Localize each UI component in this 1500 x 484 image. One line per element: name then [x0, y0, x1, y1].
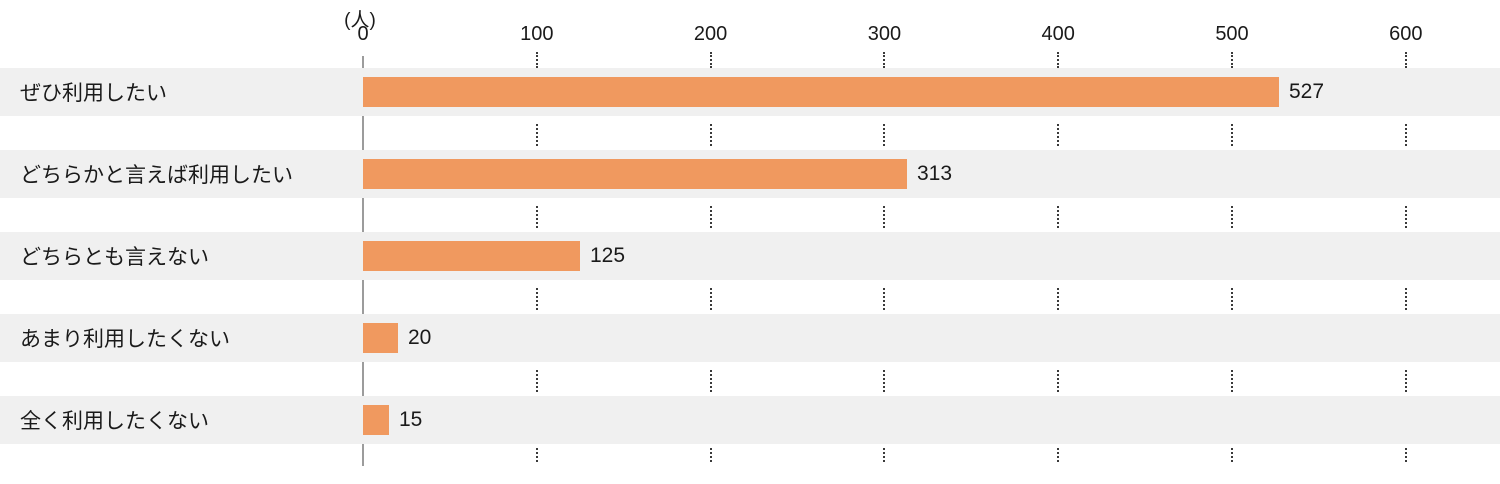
- gridline-segment: [1231, 370, 1233, 392]
- gridline-segment: [1231, 448, 1233, 462]
- gridline-segment: [709, 448, 712, 462]
- gridline-segment: [1057, 52, 1060, 68]
- gridline-segment: [1404, 288, 1407, 310]
- gridline-segment: [1231, 52, 1233, 68]
- category-label: どちらとも言えない: [20, 246, 209, 269]
- value-label: 527: [1289, 80, 1325, 103]
- gridline-segment: [883, 288, 886, 310]
- x-tick-label: 400: [1041, 23, 1075, 45]
- gridline-segment: [1057, 206, 1060, 228]
- gridline-segment: [883, 370, 886, 392]
- x-tick-label: 200: [693, 23, 728, 45]
- bar: [363, 77, 1279, 107]
- gridline-segment: [535, 370, 538, 392]
- x-tick-label: 600: [1389, 23, 1423, 45]
- gridline-segment: [709, 52, 712, 68]
- gridline-segment: [535, 448, 538, 462]
- gridline-segment: [1231, 124, 1233, 146]
- gridline-segment: [535, 52, 538, 68]
- category-label: 全く利用したくない: [20, 410, 209, 433]
- gridline-segment: [883, 52, 886, 68]
- x-tick-label: 0: [357, 23, 369, 45]
- chart-row: どちらかと言えば利用したい 313: [0, 150, 1500, 198]
- gridline-segment: [1057, 370, 1060, 392]
- gridline-segment: [1231, 288, 1233, 310]
- x-tick-label: 100: [520, 23, 554, 45]
- bar: [363, 323, 398, 353]
- chart-row: ぜひ利用したい 527: [0, 68, 1500, 116]
- gridline-segment: [709, 370, 712, 392]
- gridline-segment: [883, 448, 886, 462]
- value-label: 20: [408, 326, 432, 349]
- gridline-segment: [535, 124, 538, 146]
- gridline-segment: [883, 206, 886, 228]
- gridline-segment: [1404, 206, 1407, 228]
- chart-row: 全く利用したくない 15: [0, 396, 1500, 444]
- gridline-segment: [709, 206, 712, 228]
- value-label: 125: [590, 244, 626, 267]
- bar: [363, 159, 907, 189]
- bar: [363, 241, 580, 271]
- category-label: ぜひ利用したい: [20, 82, 167, 105]
- gridline-segment: [1057, 448, 1060, 462]
- x-tick-label: 300: [867, 23, 902, 45]
- gridline-segment: [1404, 370, 1407, 392]
- axis-unit-label: (人): [344, 10, 376, 31]
- gridline-segment: [535, 288, 538, 310]
- gridline-segment: [1404, 124, 1407, 146]
- gridline-segment: [1057, 288, 1060, 310]
- gridline-segment: [535, 206, 538, 228]
- bar: [363, 405, 389, 435]
- chart-row: どちらとも言えない 125: [0, 232, 1500, 280]
- gridline-segment: [1404, 448, 1407, 462]
- value-label: 313: [917, 162, 953, 185]
- category-label: どちらかと言えば利用したい: [20, 164, 293, 187]
- value-label: 15: [399, 408, 423, 431]
- x-tick-label: 500: [1215, 23, 1249, 45]
- category-label: あまり利用したくない: [20, 328, 230, 351]
- gridline-segment: [1057, 124, 1060, 146]
- gridline-segment: [883, 124, 886, 146]
- gridline-segment: [1231, 206, 1233, 228]
- gridline-segment: [709, 288, 712, 310]
- gridline-segment: [1404, 52, 1407, 68]
- chart-row: あまり利用したくない 20: [0, 314, 1500, 362]
- gridline-segment: [709, 124, 712, 146]
